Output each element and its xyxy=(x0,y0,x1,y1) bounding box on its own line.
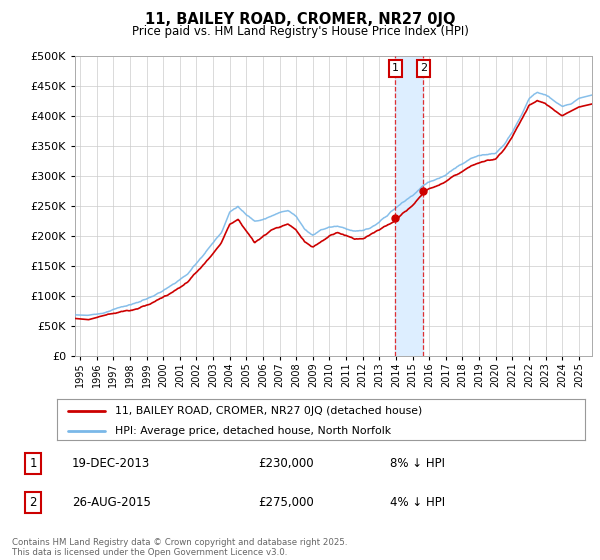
Text: 8% ↓ HPI: 8% ↓ HPI xyxy=(390,457,445,470)
Text: 2: 2 xyxy=(29,496,37,509)
Text: 1: 1 xyxy=(29,457,37,470)
Text: 1: 1 xyxy=(392,63,399,73)
Text: £275,000: £275,000 xyxy=(258,496,314,509)
Text: HPI: Average price, detached house, North Norfolk: HPI: Average price, detached house, Nort… xyxy=(115,426,391,436)
Text: Price paid vs. HM Land Registry's House Price Index (HPI): Price paid vs. HM Land Registry's House … xyxy=(131,25,469,38)
Text: £230,000: £230,000 xyxy=(258,457,314,470)
Text: 19-DEC-2013: 19-DEC-2013 xyxy=(72,457,150,470)
Text: 11, BAILEY ROAD, CROMER, NR27 0JQ (detached house): 11, BAILEY ROAD, CROMER, NR27 0JQ (detac… xyxy=(115,405,422,416)
Bar xyxy=(395,56,424,356)
Text: 26-AUG-2015: 26-AUG-2015 xyxy=(72,496,151,509)
Text: 4% ↓ HPI: 4% ↓ HPI xyxy=(390,496,445,509)
Text: Contains HM Land Registry data © Crown copyright and database right 2025.
This d: Contains HM Land Registry data © Crown c… xyxy=(12,538,347,557)
Text: 2: 2 xyxy=(420,63,427,73)
Text: 11, BAILEY ROAD, CROMER, NR27 0JQ: 11, BAILEY ROAD, CROMER, NR27 0JQ xyxy=(145,12,455,27)
